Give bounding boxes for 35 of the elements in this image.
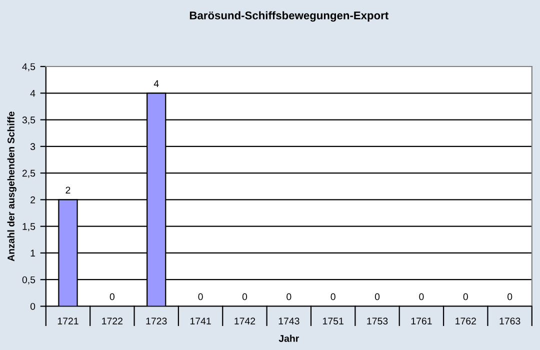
x-axis-title: Jahr xyxy=(278,334,300,342)
x-tick-label: 1762 xyxy=(456,318,476,324)
y-tick-label: 3 xyxy=(30,143,36,150)
data-label: 4 xyxy=(154,80,159,87)
data-label: 0 xyxy=(330,293,336,300)
y-tick-label: 2,5 xyxy=(22,170,36,178)
data-label: 0 xyxy=(419,293,424,300)
data-label: 2 xyxy=(66,186,70,194)
x-tick-label: 1721 xyxy=(58,318,78,324)
data-label: 0 xyxy=(507,293,512,300)
y-tick-label: 4 xyxy=(30,90,36,97)
chart-title: Barösund-Schiffsbewegungen-Export xyxy=(190,11,388,22)
y-axis-title: Anzahl der ausgehenden Schiffe xyxy=(7,112,16,262)
y-tick-label: 4,5 xyxy=(22,63,36,72)
x-tick-label: 1753 xyxy=(367,318,388,324)
x-tick-label: 1751 xyxy=(323,318,344,324)
x-tick-label: 1742 xyxy=(234,318,256,324)
x-tick-label: 1741 xyxy=(190,318,211,324)
y-tick-label: 2 xyxy=(30,196,35,204)
data-label: 0 xyxy=(286,293,292,300)
x-tick-label: 1722 xyxy=(102,318,122,324)
y-tick-label: 1 xyxy=(30,250,36,256)
x-tick-label: 1763 xyxy=(500,318,520,324)
data-label: 0 xyxy=(463,293,468,300)
y-tick-label: 3,5 xyxy=(22,116,36,125)
x-tick-label: 1761 xyxy=(411,318,432,324)
y-tick-label: 1,5 xyxy=(22,223,36,232)
data-label: 0 xyxy=(198,293,203,300)
data-label: 0 xyxy=(110,293,114,300)
y-tick-label: 0,5 xyxy=(22,276,36,284)
data-label: 0 xyxy=(374,293,380,300)
data-label: 0 xyxy=(242,293,248,300)
y-tick-label: 0 xyxy=(30,302,36,310)
x-tick-label: 1743 xyxy=(278,318,300,324)
x-tick-label: 1723 xyxy=(146,318,167,324)
